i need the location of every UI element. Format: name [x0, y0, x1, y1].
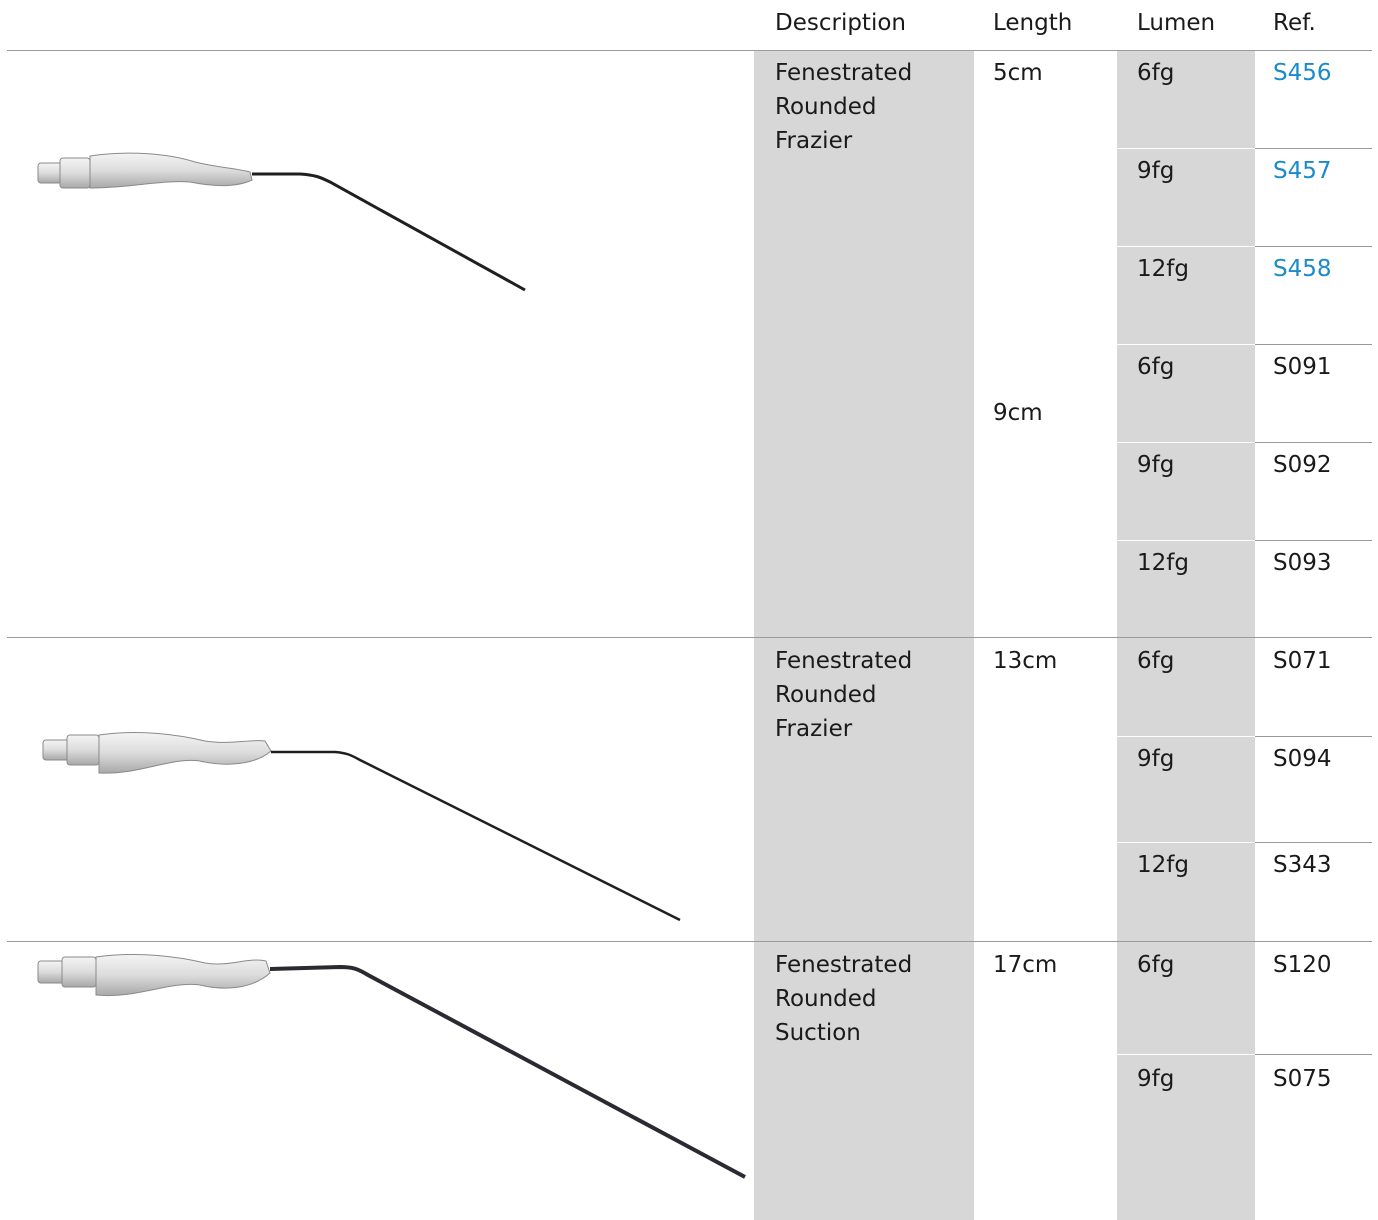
row-divider-lumen	[1117, 344, 1255, 345]
column-header-description: Description	[775, 10, 906, 36]
column-header-length: Length	[993, 10, 1073, 36]
description-cell: Fenestrated Rounded Frazier	[775, 648, 913, 742]
length-cell: 9cm	[993, 400, 1043, 426]
group-divider	[7, 941, 1372, 942]
row-divider-lumen	[1117, 442, 1255, 443]
frazier-suction-tube-5-9cm-image	[20, 130, 540, 310]
group-divider	[7, 637, 1372, 638]
lumen-cell: 9fg	[1137, 452, 1175, 478]
ref-cell: S075	[1273, 1066, 1332, 1092]
row-divider-lumen	[1117, 148, 1255, 149]
lumen-cell: 9fg	[1137, 158, 1175, 184]
row-divider-lumen	[1117, 736, 1255, 737]
column-header-ref: Ref.	[1273, 10, 1316, 36]
length-cell: 13cm	[993, 648, 1058, 674]
ref-link-s456[interactable]: S456	[1273, 60, 1332, 86]
ref-link-s457[interactable]: S457	[1273, 158, 1332, 184]
lumen-cell: 6fg	[1137, 648, 1175, 674]
lumen-cell: 12fg	[1137, 852, 1189, 878]
description-cell: Fenestrated Rounded Frazier	[775, 60, 913, 154]
row-divider-lumen	[1117, 540, 1255, 541]
header-divider	[7, 50, 1372, 51]
lumen-cell: 9fg	[1137, 746, 1175, 772]
ref-cell: S094	[1273, 746, 1332, 772]
lumen-cell: 12fg	[1137, 256, 1189, 282]
frazier-suction-tube-13cm-image	[25, 715, 705, 930]
row-divider-lumen	[1117, 842, 1255, 843]
ref-cell: S091	[1273, 354, 1332, 380]
ref-cell: S343	[1273, 852, 1332, 878]
ref-cell: S092	[1273, 452, 1332, 478]
row-divider-lumen	[1117, 1054, 1255, 1055]
suction-tube-17cm-image	[20, 945, 755, 1195]
ref-cell: S071	[1273, 648, 1332, 674]
lumen-cell: 6fg	[1137, 952, 1175, 978]
ref-link-s458[interactable]: S458	[1273, 256, 1332, 282]
lumen-column-shade	[1117, 51, 1255, 1220]
column-header-lumen: Lumen	[1137, 10, 1216, 36]
ref-cell: S120	[1273, 952, 1332, 978]
row-divider-lumen	[1117, 246, 1255, 247]
lumen-cell: 9fg	[1137, 1066, 1175, 1092]
lumen-cell: 6fg	[1137, 60, 1175, 86]
lumen-cell: 12fg	[1137, 550, 1189, 576]
description-column-shade	[754, 51, 974, 1220]
description-cell: Fenestrated Rounded Suction	[775, 952, 913, 1046]
length-cell: 5cm	[993, 60, 1043, 86]
length-cell: 17cm	[993, 952, 1058, 978]
ref-cell: S093	[1273, 550, 1332, 576]
lumen-cell: 6fg	[1137, 354, 1175, 380]
